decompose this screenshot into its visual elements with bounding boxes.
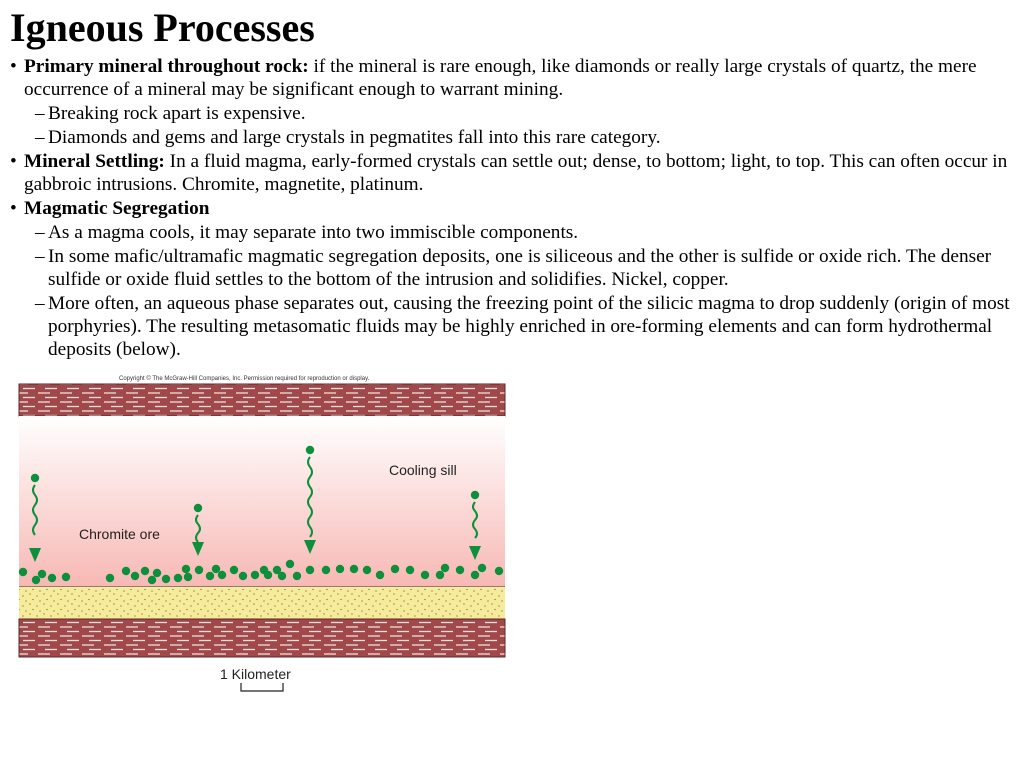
- sub-bullet-text: Breaking rock apart is expensive.: [48, 103, 306, 124]
- sub-bullet: – In some mafic/ultramafic magmatic segr…: [10, 245, 1018, 291]
- cooling-sill-diagram: Copyright © The McGraw-Hill Companies, I…: [18, 375, 506, 692]
- settling-crystal: [469, 490, 481, 560]
- settling-crystal: [304, 445, 316, 554]
- scale-bar: [240, 683, 284, 692]
- sub-bullet-text: As a magma cools, it may separate into t…: [48, 222, 579, 243]
- country-rock-top: [18, 383, 506, 417]
- bullet-mineral-settling: • Mineral Settling: In a fluid magma, ea…: [10, 150, 1018, 196]
- slide-body: • Primary mineral throughout rock: if th…: [10, 55, 1018, 362]
- bullet-primary-mineral: • Primary mineral throughout rock: if th…: [10, 55, 1018, 101]
- sub-bullet-text: Diamonds and gems and large crystals in …: [48, 127, 661, 148]
- bullet-text: if the mineral is rare enough, like diam…: [24, 56, 977, 100]
- chromite-ore-label: Chromite ore: [79, 526, 160, 542]
- sub-bullet: – Breaking rock apart is expensive.: [10, 102, 1018, 125]
- sub-bullet-text: In some mafic/ultramafic magmatic segreg…: [48, 246, 992, 290]
- slide-title: Igneous Processes: [10, 5, 315, 50]
- sub-bullet: – Diamonds and gems and large crystals i…: [10, 126, 1018, 149]
- cooling-sill-label: Cooling sill: [389, 462, 457, 478]
- dash-symbol: –: [35, 127, 45, 148]
- dash-symbol: –: [35, 293, 45, 314]
- bullet-lead: Mineral Settling:: [24, 151, 165, 172]
- dash-symbol: –: [35, 246, 45, 267]
- sand-layer: [19, 587, 505, 619]
- bullet-dot: •: [10, 151, 17, 172]
- bullet-magmatic-segregation: • Magmatic Segregation: [10, 197, 1018, 220]
- scale-label: 1 Kilometer: [220, 666, 291, 682]
- bullet-dot: •: [10, 56, 17, 77]
- bullet-lead: Primary mineral throughout rock:: [24, 56, 309, 77]
- copyright-notice: Copyright © The McGraw-Hill Companies, I…: [119, 375, 370, 382]
- dash-symbol: –: [35, 222, 45, 243]
- chromite-ore-layer: [18, 559, 504, 585]
- sub-bullet: – As a magma cools, it may separate into…: [10, 221, 1018, 244]
- settling-crystal: [29, 473, 41, 562]
- settling-crystal: [192, 503, 204, 556]
- sub-bullet-text: More often, an aqueous phase separates o…: [48, 293, 1010, 360]
- bullet-dot: •: [10, 198, 17, 219]
- bullet-text: In a fluid magma, early-formed crystals …: [24, 151, 1008, 195]
- country-rock-bottom: [18, 618, 506, 658]
- sub-bullet: – More often, an aqueous phase separates…: [10, 292, 1018, 361]
- dash-symbol: –: [35, 103, 45, 124]
- cooling-sill-body: [19, 416, 505, 587]
- bullet-lead: Magmatic Segregation: [24, 198, 210, 219]
